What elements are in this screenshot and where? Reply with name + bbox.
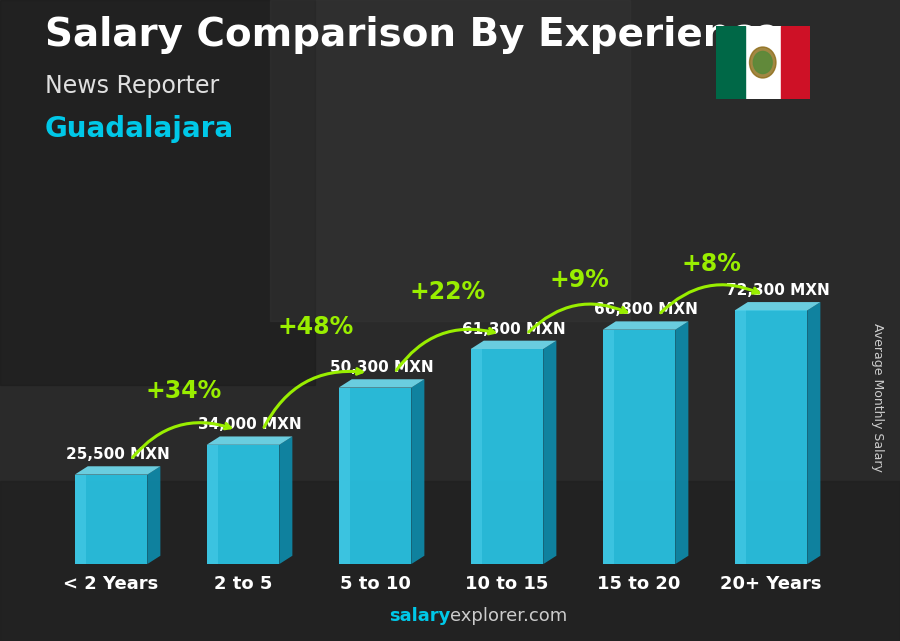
Polygon shape <box>675 321 688 564</box>
Polygon shape <box>603 321 688 329</box>
Bar <box>745 26 780 99</box>
Bar <box>75 474 148 564</box>
Text: 25,500 MXN: 25,500 MXN <box>66 447 169 462</box>
Polygon shape <box>75 466 160 474</box>
FancyBboxPatch shape <box>714 24 812 101</box>
Text: +8%: +8% <box>681 252 742 276</box>
Circle shape <box>750 47 776 78</box>
Text: +48%: +48% <box>277 315 354 339</box>
Text: 34,000 MXN: 34,000 MXN <box>198 417 302 433</box>
Text: 66,800 MXN: 66,800 MXN <box>594 303 698 317</box>
Text: 50,300 MXN: 50,300 MXN <box>329 360 433 375</box>
Polygon shape <box>411 379 425 564</box>
Text: +9%: +9% <box>550 268 609 292</box>
Bar <box>734 310 807 564</box>
Circle shape <box>753 51 772 74</box>
Text: 61,300 MXN: 61,300 MXN <box>462 322 565 337</box>
Text: 72,300 MXN: 72,300 MXN <box>725 283 830 298</box>
Bar <box>0 0 315 385</box>
Bar <box>207 445 279 564</box>
Polygon shape <box>471 340 556 349</box>
Text: salary: salary <box>389 607 450 625</box>
Bar <box>471 349 544 564</box>
Polygon shape <box>279 437 292 564</box>
Polygon shape <box>148 466 160 564</box>
Bar <box>734 310 745 564</box>
Polygon shape <box>207 437 292 445</box>
Bar <box>338 388 349 564</box>
Bar <box>0 481 900 641</box>
Polygon shape <box>807 302 821 564</box>
Bar <box>207 445 218 564</box>
Bar <box>75 474 86 564</box>
Text: explorer.com: explorer.com <box>450 607 567 625</box>
Bar <box>603 329 675 564</box>
Text: News Reporter: News Reporter <box>45 74 220 97</box>
Text: Salary Comparison By Experience: Salary Comparison By Experience <box>45 16 779 54</box>
Bar <box>716 26 745 99</box>
Bar <box>338 388 411 564</box>
Polygon shape <box>734 302 821 310</box>
Bar <box>471 349 482 564</box>
Text: +22%: +22% <box>410 280 486 304</box>
Text: Guadalajara: Guadalajara <box>45 115 234 144</box>
Bar <box>270 0 630 320</box>
Text: Average Monthly Salary: Average Monthly Salary <box>871 323 884 472</box>
Bar <box>603 329 614 564</box>
Polygon shape <box>544 340 556 564</box>
Text: +34%: +34% <box>146 379 221 403</box>
Polygon shape <box>338 379 425 388</box>
Bar <box>780 26 810 99</box>
